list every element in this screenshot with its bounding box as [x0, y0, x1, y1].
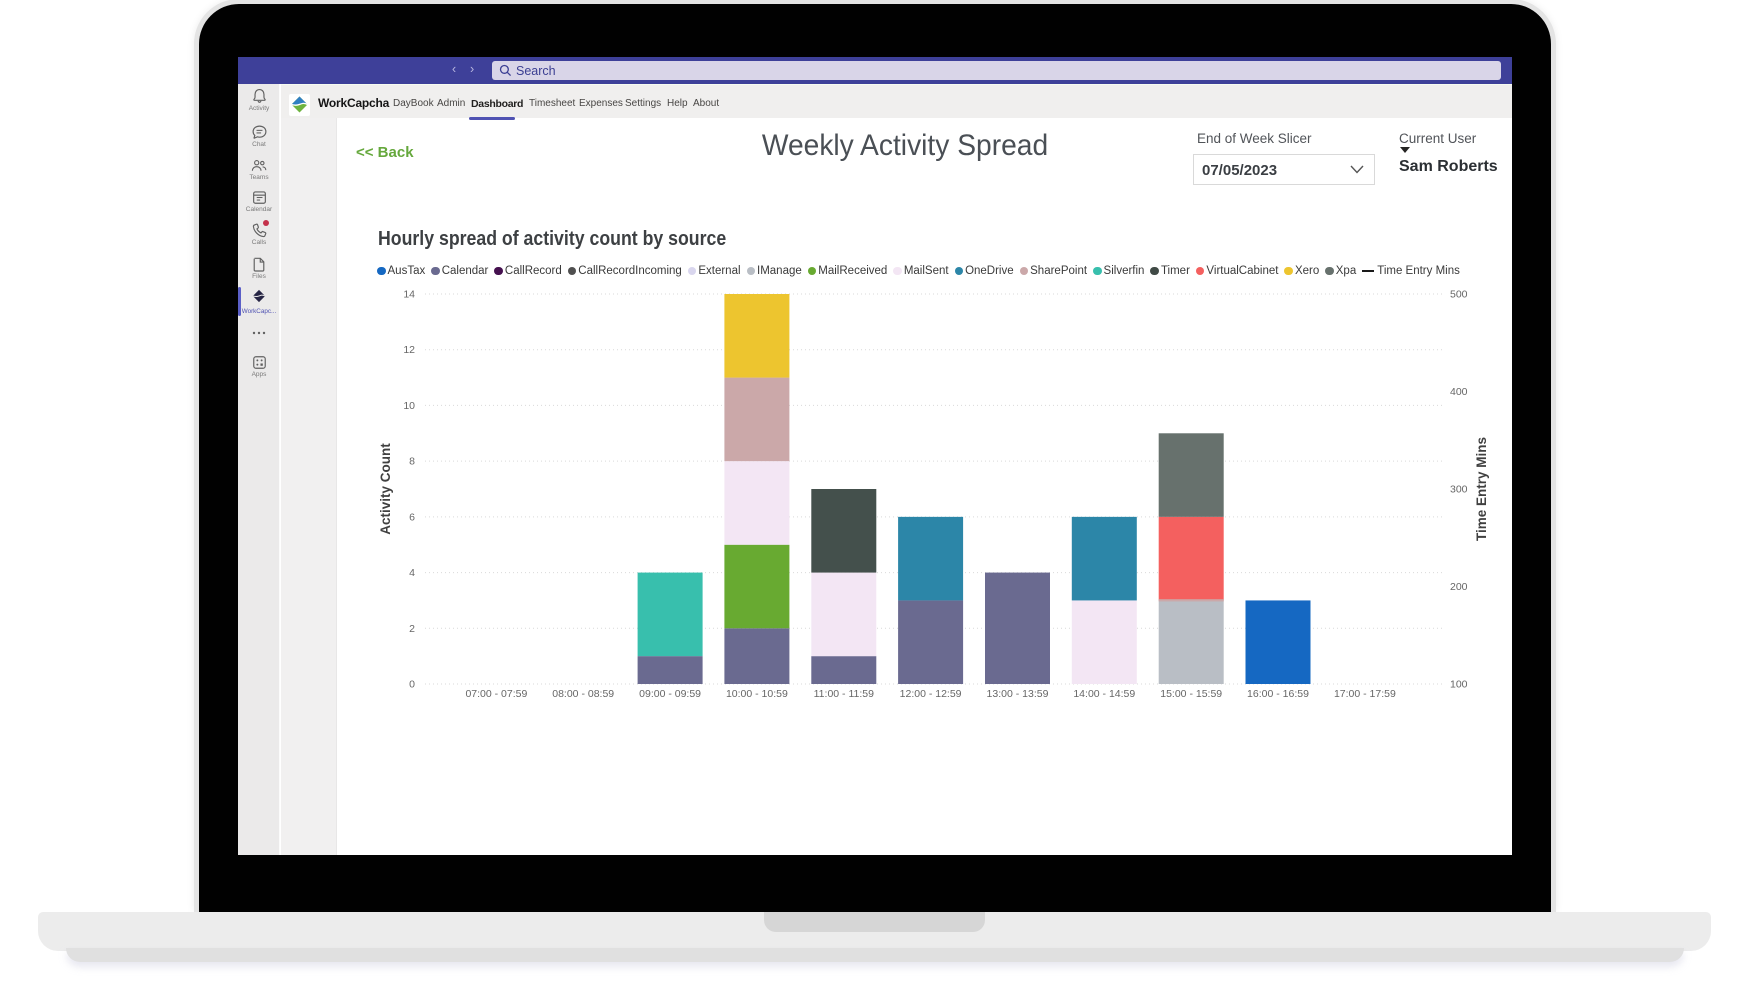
svg-text:8: 8: [409, 456, 415, 468]
svg-text:11:00 - 11:59: 11:00 - 11:59: [814, 688, 874, 700]
svg-text:10:00 - 10:59: 10:00 - 10:59: [726, 688, 788, 700]
svg-text:08:00 - 08:59: 08:00 - 08:59: [552, 688, 614, 700]
svg-text:07:00 - 07:59: 07:00 - 07:59: [465, 688, 527, 700]
svg-text:6: 6: [409, 511, 415, 523]
svg-text:12: 12: [403, 344, 415, 356]
svg-text:09:00 - 09:59: 09:00 - 09:59: [639, 688, 701, 700]
svg-text:0: 0: [409, 679, 415, 691]
svg-text:13:00 - 13:59: 13:00 - 13:59: [987, 688, 1049, 700]
svg-text:100: 100: [1450, 679, 1468, 691]
svg-text:16:00 - 16:59: 16:00 - 16:59: [1247, 688, 1309, 700]
svg-text:200: 200: [1450, 581, 1468, 593]
svg-text:10: 10: [403, 400, 415, 412]
svg-text:300: 300: [1450, 484, 1468, 496]
svg-text:14: 14: [403, 289, 415, 301]
svg-text:Time Entry Mins: Time Entry Mins: [1474, 437, 1489, 541]
svg-text:15:00 - 15:59: 15:00 - 15:59: [1160, 688, 1222, 700]
svg-text:14:00 - 14:59: 14:00 - 14:59: [1073, 688, 1135, 700]
svg-text:500: 500: [1450, 289, 1468, 301]
svg-text:12:00 - 12:59: 12:00 - 12:59: [900, 688, 962, 700]
svg-text:Activity Count: Activity Count: [378, 443, 393, 535]
svg-text:2: 2: [409, 623, 415, 635]
svg-text:4: 4: [409, 567, 415, 579]
svg-text:400: 400: [1450, 386, 1468, 398]
svg-text:17:00 - 17:59: 17:00 - 17:59: [1334, 688, 1396, 700]
